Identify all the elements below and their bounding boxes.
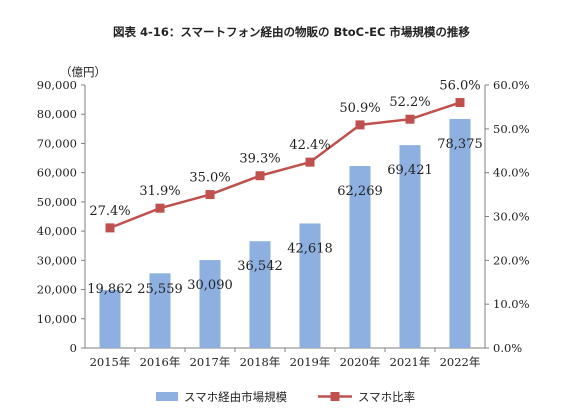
chart-title: 図表 4-16：スマートフォン経由の物販の BtoC-EC 市場規模の推移: [113, 25, 470, 39]
ratio-value-label: 35.0%: [189, 171, 230, 186]
bar: [449, 118, 471, 349]
y-right-tick-label: 30.0%: [493, 210, 530, 224]
y-left-tick-label: 60,000: [37, 166, 77, 180]
ratio-value-label: 52.2%: [389, 95, 430, 110]
bars: [99, 118, 471, 349]
y-right-tick-label: 40.0%: [493, 166, 530, 180]
ratio-value-label: 39.3%: [239, 152, 280, 167]
y-right-tick-label: 10.0%: [493, 297, 530, 311]
bar: [99, 289, 121, 348]
y-left-tick-label: 20,000: [37, 283, 77, 297]
y-unit-label: （億円）: [60, 65, 106, 79]
bar-value-label: 19,862: [87, 282, 133, 297]
ratio-value-label: 31.9%: [139, 184, 180, 199]
bar-value-label: 78,375: [437, 137, 483, 152]
legend-line-marker: [330, 392, 340, 401]
ratio-value-label: 42.4%: [289, 138, 330, 153]
y-left-tick-label: 40,000: [37, 224, 77, 238]
ratio-marker: [205, 190, 215, 200]
legend-bar-label: スマホ経由市場規模: [184, 390, 288, 404]
y-right-tick-label: 20.0%: [493, 253, 530, 267]
ratio-marker: [105, 223, 115, 233]
legend-line-label: スマホ比率: [358, 390, 415, 404]
x-tick-label: 2019年: [290, 355, 331, 369]
ratio-marker: [355, 120, 365, 130]
x-tick-label: 2018年: [240, 355, 281, 369]
x-tick-label: 2015年: [90, 355, 131, 369]
ratio-value-label: 27.4%: [89, 204, 130, 219]
bar-value-label: 30,090: [187, 278, 233, 293]
bar-value-label: 62,269: [337, 184, 383, 199]
bar: [299, 223, 321, 348]
x-tick-label: 2016年: [140, 355, 181, 369]
bar: [349, 166, 371, 348]
y-left-tick-label: 80,000: [37, 107, 77, 121]
y-left-tick-label: 0: [70, 341, 77, 355]
axes: 0 10,000 20,000 30,000 40,000 50,000 60,000 70,…: [37, 78, 530, 369]
ratio-marker: [405, 114, 415, 124]
ratio-marker: [255, 171, 265, 181]
ratio-line-path: [109, 101, 461, 230]
bar: [399, 145, 421, 348]
x-tick-label: 2022年: [440, 355, 481, 369]
bar-value-label: 69,421: [387, 163, 433, 178]
bar-value-label: 36,542: [237, 259, 283, 274]
bar-value-label: 42,618: [287, 241, 333, 256]
y-right-tick-label: 0.0%: [493, 341, 522, 355]
ratio-marker: [155, 203, 165, 213]
legend-bar-swatch: [156, 392, 178, 401]
y-left-tick-label: 30,000: [37, 253, 77, 267]
y-left-tick-label: 10,000: [37, 312, 77, 326]
x-tick-label: 2021年: [390, 355, 431, 369]
x-tick-label: 2017年: [190, 355, 231, 369]
ratio-marker: [455, 98, 465, 108]
y-left-tick-label: 90,000: [37, 78, 77, 92]
bar: [249, 241, 271, 348]
x-tick-label: 2020年: [340, 355, 381, 369]
data-labels: 19,862 25,559 30,090 36,542 42,618 62,269 69,4…: [87, 79, 483, 297]
ratio-value-label: 50.9%: [339, 101, 380, 116]
ratio-marker: [305, 157, 315, 167]
bar-value-label: 25,559: [137, 282, 183, 297]
y-left-tick-label: 50,000: [37, 195, 77, 209]
legend: スマホ経由市場規模 スマホ比率: [156, 390, 415, 404]
y-right-tick-label: 50.0%: [493, 122, 530, 136]
ratio-value-label: 56.0%: [439, 79, 480, 94]
y-left-tick-label: 70,000: [37, 136, 77, 150]
y-right-tick-label: 60.0%: [493, 78, 530, 92]
ratio-line: [105, 98, 465, 233]
bar: [149, 273, 171, 348]
bar: [199, 260, 221, 348]
